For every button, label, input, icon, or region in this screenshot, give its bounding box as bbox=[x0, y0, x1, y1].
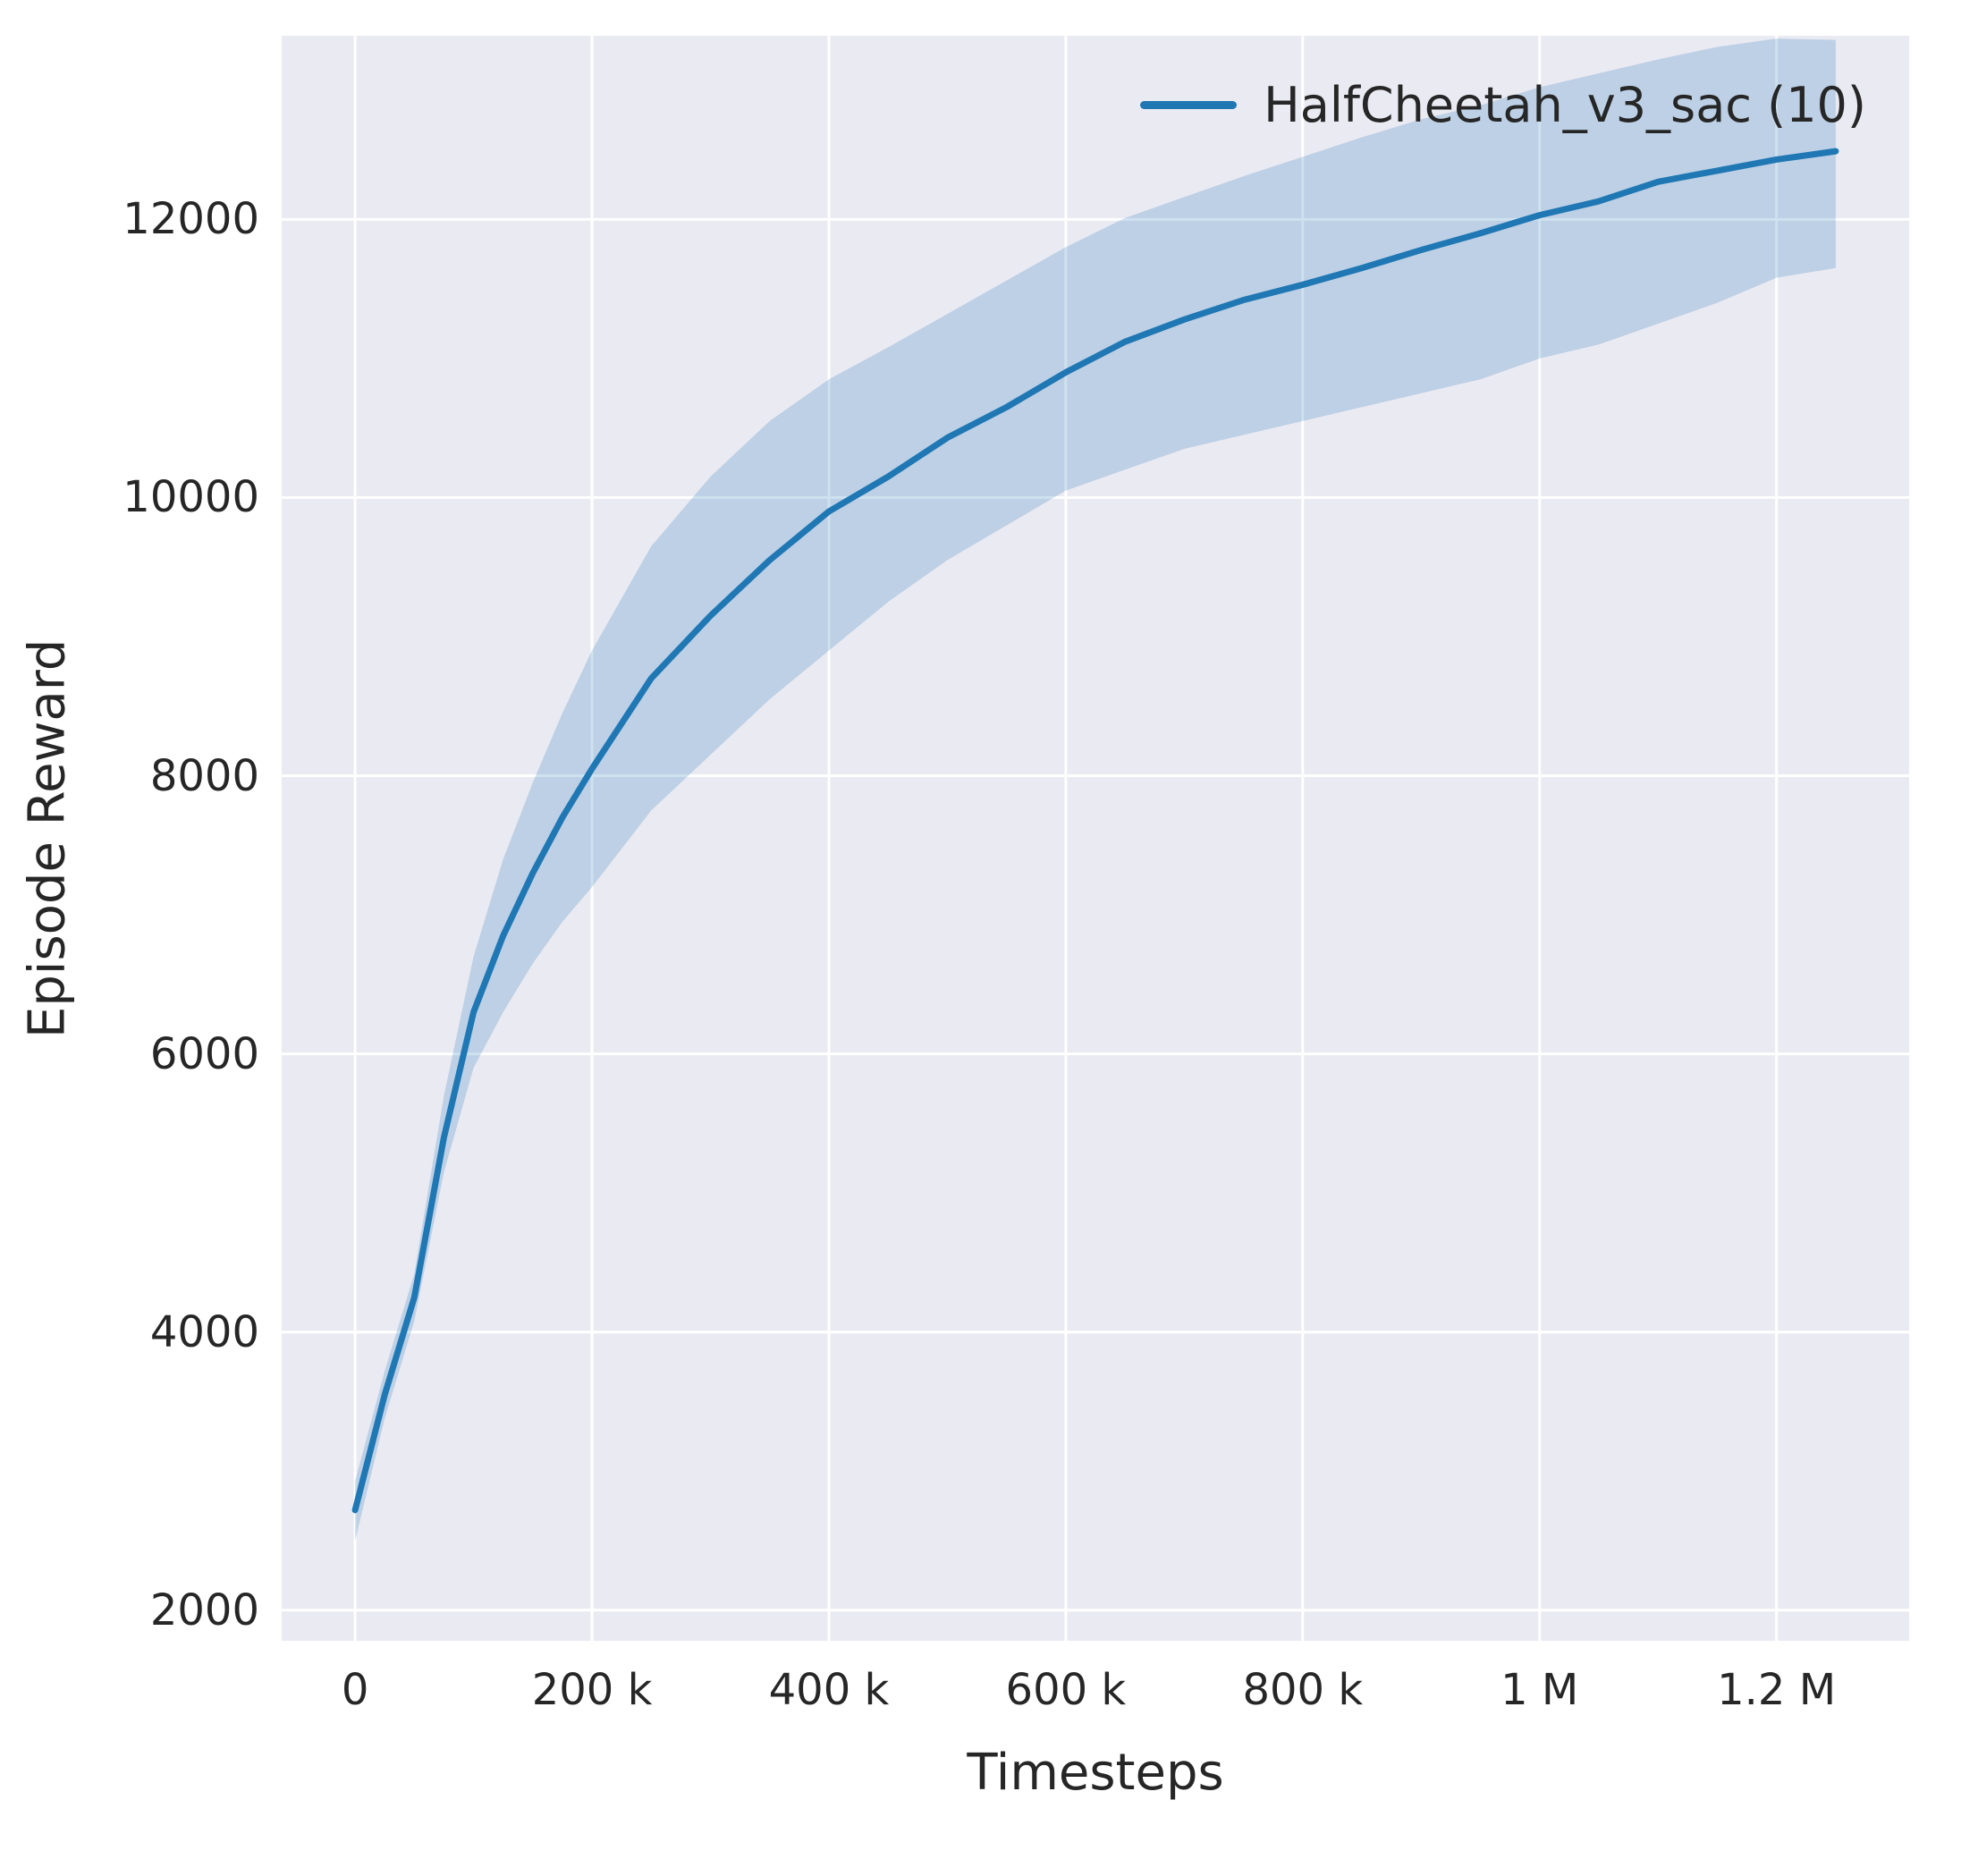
x-tick-label: 600 k bbox=[1005, 1665, 1127, 1715]
x-tick-label: 0 bbox=[341, 1665, 369, 1715]
legend: HalfCheetah_v3_sac (10) bbox=[1140, 79, 1866, 131]
x-tick-label: 1 M bbox=[1500, 1665, 1579, 1715]
legend-line-swatch bbox=[1140, 101, 1238, 110]
y-tick-label: 2000 bbox=[149, 1584, 259, 1635]
chart-canvas bbox=[282, 36, 1909, 1641]
x-tick-label: 800 k bbox=[1242, 1665, 1364, 1715]
legend-label: HalfCheetah_v3_sac (10) bbox=[1264, 77, 1866, 133]
x-tick-label: 1.2 M bbox=[1717, 1665, 1837, 1715]
x-axis-label: Timesteps bbox=[967, 1744, 1224, 1802]
plot-area: HalfCheetah_v3_sac (10) bbox=[282, 36, 1909, 1641]
y-tick-label: 10000 bbox=[123, 472, 259, 523]
y-tick-label: 8000 bbox=[149, 750, 259, 801]
x-tick-label: 200 k bbox=[531, 1665, 653, 1715]
y-axis-label: Episode Reward bbox=[18, 638, 77, 1038]
y-tick-label: 6000 bbox=[149, 1028, 259, 1079]
x-tick-label: 400 k bbox=[768, 1665, 890, 1715]
y-tick-label: 4000 bbox=[149, 1306, 259, 1357]
y-tick-label: 12000 bbox=[123, 194, 259, 245]
